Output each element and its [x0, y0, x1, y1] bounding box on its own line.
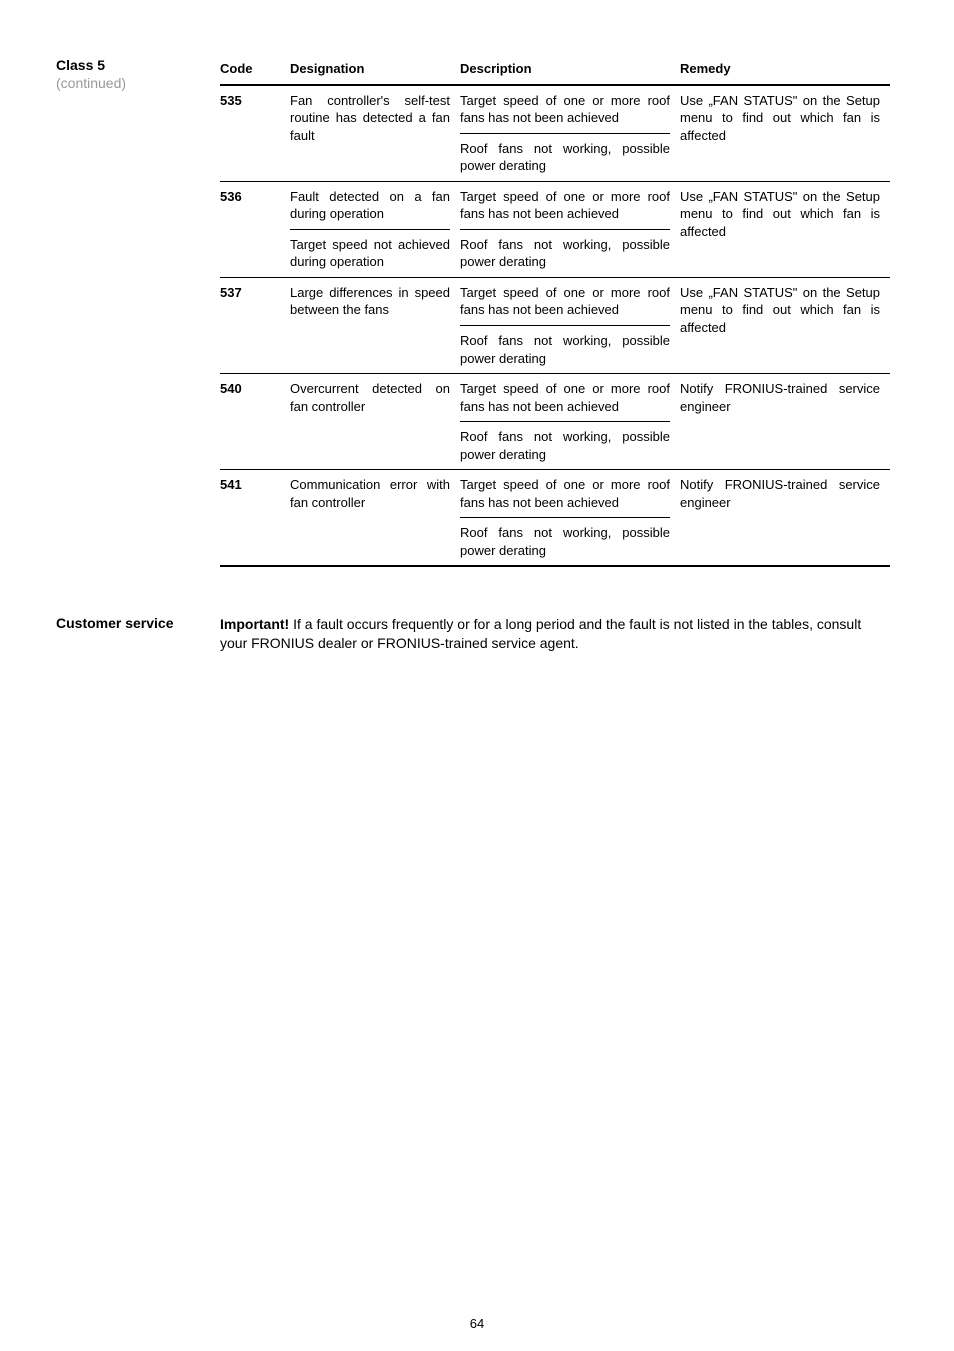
cell-description: Target speed of one or more roof fans ha…	[460, 181, 680, 277]
cell-remedy: Use „FAN STATUS" on the Setup menu to fi…	[680, 277, 890, 373]
side-subtitle: (continued)	[56, 74, 196, 92]
th-remedy: Remedy	[680, 56, 890, 85]
cell-code: 541	[220, 470, 290, 567]
table-row: 537 Large differences in speed between t…	[220, 277, 890, 373]
customer-service-bold: Important!	[220, 616, 289, 632]
fault-table: Code Designation Description Remedy 535 …	[220, 56, 890, 567]
cell-remedy: Use „FAN STATUS" on the Setup menu to fi…	[680, 181, 890, 277]
cell-remedy: Notify FRONIUS-trained service engineer	[680, 374, 890, 470]
th-designation: Designation	[290, 56, 460, 85]
desc-primary: Target speed of one or more roof fans ha…	[460, 92, 670, 127]
cell-description: Target speed of one or more roof fans ha…	[460, 470, 680, 567]
cell-designation: Overcurrent detected on fan controller	[290, 374, 460, 470]
th-code: Code	[220, 56, 290, 85]
cell-remedy: Notify FRONIUS-trained service engineer	[680, 470, 890, 567]
cell-description: Target speed of one or more roof fans ha…	[460, 374, 680, 470]
desc-secondary: Roof fans not working, possible power de…	[460, 133, 670, 175]
main-layout: Class 5 (continued) Code Designation Des…	[56, 56, 890, 567]
cell-designation: Communication error with fan controller	[290, 470, 460, 567]
cell-designation: Large differences in speed between the f…	[290, 277, 460, 373]
side-title: Class 5	[56, 56, 196, 74]
desc-secondary: Roof fans not working, possible power de…	[460, 229, 670, 271]
desc-secondary: Roof fans not working, possible power de…	[460, 517, 670, 559]
table-header-row: Code Designation Description Remedy	[220, 56, 890, 85]
desc-secondary: Roof fans not working, possible power de…	[460, 325, 670, 367]
side-column: Class 5 (continued)	[56, 56, 196, 567]
desc-primary: Target speed of one or more roof fans ha…	[460, 380, 670, 415]
customer-service-text: Important! If a fault occurs frequently …	[220, 615, 890, 653]
customer-service-section: Customer service Important! If a fault o…	[56, 615, 890, 653]
cell-remedy: Use „FAN STATUS" on the Setup menu to fi…	[680, 85, 890, 182]
desc-secondary: Roof fans not working, possible power de…	[460, 421, 670, 463]
cell-code: 535	[220, 85, 290, 182]
desc-primary: Target speed of one or more roof fans ha…	[460, 284, 670, 319]
table-row: 541 Communication error with fan control…	[220, 470, 890, 567]
main-column: Code Designation Description Remedy 535 …	[220, 56, 890, 567]
desc-primary: Target speed of one or more roof fans ha…	[460, 476, 670, 511]
customer-service-body: If a fault occurs frequently or for a lo…	[220, 616, 861, 651]
cell-designation: Fan controller's self-test routine has d…	[290, 85, 460, 182]
cell-designation: Fault detected on a fan during operation…	[290, 181, 460, 277]
cell-description: Target speed of one or more roof fans ha…	[460, 277, 680, 373]
table-row: 535 Fan controller's self-test routine h…	[220, 85, 890, 182]
table-row: 540 Overcurrent detected on fan controll…	[220, 374, 890, 470]
desc-primary: Target speed of one or more roof fans ha…	[460, 188, 670, 223]
customer-service-label: Customer service	[56, 615, 196, 653]
cell-code: 540	[220, 374, 290, 470]
page: Class 5 (continued) Code Designation Des…	[0, 0, 954, 1351]
table-row: 536 Fault detected on a fan during opera…	[220, 181, 890, 277]
desig-primary: Fault detected on a fan during operation	[290, 188, 450, 223]
cell-description: Target speed of one or more roof fans ha…	[460, 85, 680, 182]
cell-code: 536	[220, 181, 290, 277]
page-number: 64	[0, 1316, 954, 1331]
th-description: Description	[460, 56, 680, 85]
desig-secondary: Target speed not achieved during operati…	[290, 229, 450, 271]
cell-code: 537	[220, 277, 290, 373]
